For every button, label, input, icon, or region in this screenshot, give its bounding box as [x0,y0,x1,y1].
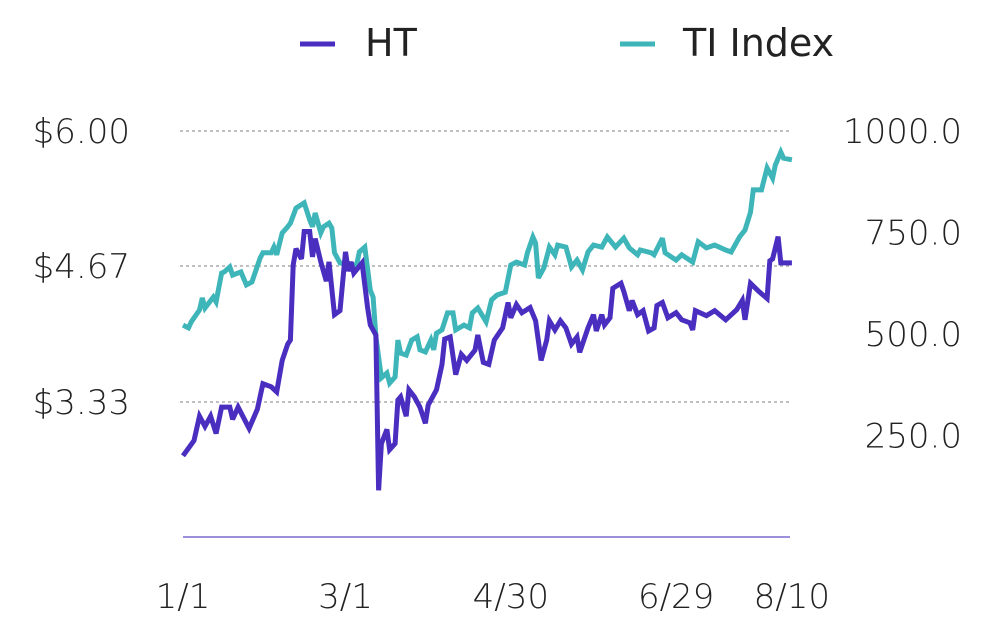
right-y-tick-label: 250.0 [865,417,962,457]
series-lines [180,145,793,491]
legend-item-ti-index[interactable]: TI Index [620,21,834,65]
series-line-ti-index [181,145,793,389]
series-line-ht [180,229,792,491]
left-y-tick-label: $3.33 [33,383,130,423]
left-y-tick-label: $4.67 [33,247,130,287]
x-tick-label: 3/1 [318,577,373,617]
x-tick-label: 4/30 [473,577,549,617]
left-y-tick-label: $6.00 [33,112,130,152]
legend: HT TI Index [300,21,834,65]
legend-label-ti-index: TI Index [682,21,834,65]
right-y-axis-ticks: 1000.0 750.0 500.0 250.0 [843,112,962,457]
left-y-axis-ticks: $6.00 $4.67 $3.33 [33,112,130,423]
legend-label-ht: HT [365,21,418,65]
right-y-tick-label: 1000.0 [843,112,962,152]
x-axis-ticks: 1/1 3/1 4/30 6/29 8/10 [156,577,830,617]
x-tick-label: 6/29 [638,577,714,617]
right-y-tick-label: 750.0 [865,214,962,254]
x-tick-label: 8/10 [754,577,830,617]
x-tick-label: 1/1 [156,577,211,617]
legend-item-ht[interactable]: HT [300,21,418,65]
right-y-tick-label: 500.0 [865,315,962,355]
